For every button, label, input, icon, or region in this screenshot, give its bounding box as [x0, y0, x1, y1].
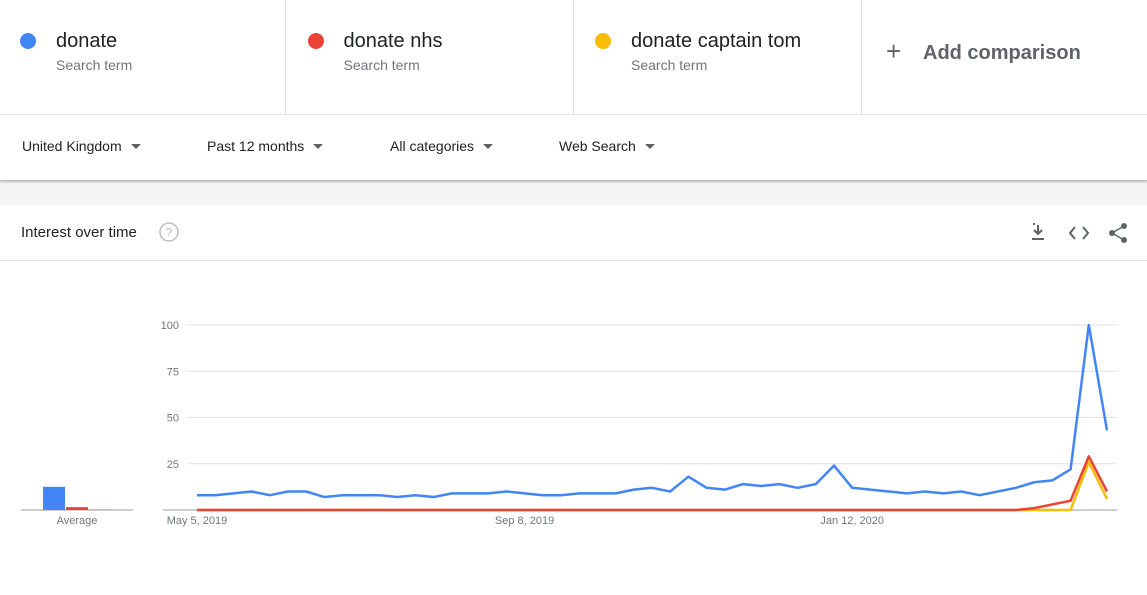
divider	[0, 260, 1147, 261]
series-line	[197, 323, 1109, 499]
y-tick-label: 25	[167, 459, 179, 471]
filter-label: United Kingdom	[22, 138, 122, 154]
dropdown-arrow	[644, 143, 655, 149]
chart: 25 50 75 100 May 5, 2019 Sep 8, 2019 Jan 12, 2…	[21, 320, 1117, 527]
card-title: Interest over time	[21, 224, 137, 241]
add-comparison[interactable]: + Add comparison	[862, 0, 1147, 115]
filter-label: Past 12 months	[207, 138, 305, 154]
term-dot	[20, 33, 36, 49]
filter-dropdown[interactable]: All categories	[390, 138, 494, 154]
dropdown-arrow	[313, 143, 324, 149]
term-label: donate	[56, 30, 118, 52]
filter-label: Web Search	[559, 138, 636, 154]
average-bar	[66, 507, 88, 510]
average-label: Average	[57, 515, 98, 527]
svg-text:?: ?	[166, 226, 173, 240]
average-bar	[43, 486, 65, 510]
filter-dropdown[interactable]: Web Search	[559, 138, 655, 154]
term-sublabel: Search term	[343, 57, 420, 73]
term-sublabel: Search term	[631, 57, 708, 73]
term-cell[interactable]: donate nhs Search term	[288, 0, 574, 115]
dropdown-arrow	[130, 143, 141, 149]
filter-dropdown[interactable]: United Kingdom	[22, 138, 141, 154]
series-line	[197, 455, 1109, 512]
plus-icon: +	[886, 36, 902, 66]
help-icon[interactable]: ?	[158, 221, 180, 243]
share-icon[interactable]	[1107, 222, 1131, 244]
term-dot	[307, 33, 324, 49]
term-dot	[595, 33, 611, 49]
y-tick-label: 100	[161, 320, 179, 332]
header: donate Search term donate nhs Search term do…	[0, 0, 1147, 115]
download-icon[interactable]	[1028, 222, 1050, 244]
y-tick-label: 50	[167, 413, 179, 425]
average-bar	[89, 509, 111, 510]
filter-bar: United Kingdom Past 12 months All categori…	[0, 115, 1147, 180]
y-tick-label: 75	[167, 366, 179, 378]
filter-dropdown[interactable]: Past 12 months	[207, 138, 324, 154]
term-cell[interactable]: donate captain tom Search term	[575, 0, 862, 115]
term-cell[interactable]: donate Search term	[0, 0, 286, 115]
series-line	[197, 460, 1109, 512]
term-label: donate nhs	[343, 30, 443, 52]
embed-icon[interactable]	[1067, 222, 1091, 244]
gray-band	[0, 180, 1147, 205]
x-tick-label: Sep 8, 2019	[495, 515, 554, 527]
term-label: donate captain tom	[631, 30, 802, 52]
term-sublabel: Search term	[56, 57, 133, 73]
filter-label: All categories	[390, 138, 475, 154]
x-tick-label: Jan 12, 2020	[820, 515, 884, 527]
add-comparison-label: Add comparison	[923, 42, 1081, 64]
x-tick-label: May 5, 2019	[167, 515, 228, 527]
dropdown-arrow	[483, 143, 494, 149]
